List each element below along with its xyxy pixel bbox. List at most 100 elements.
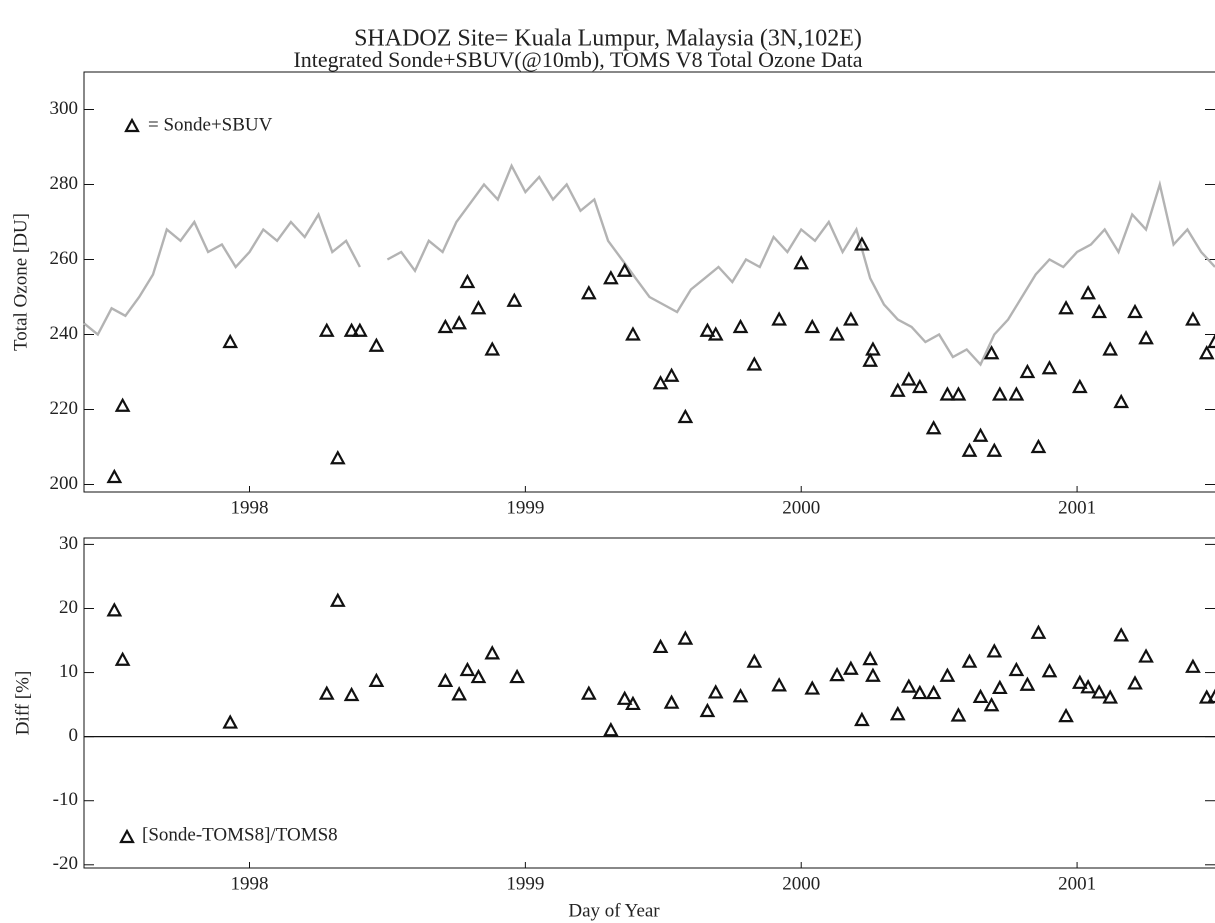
triangle-marker (889, 382, 906, 397)
triangle-marker (1113, 393, 1130, 409)
triangle-marker (854, 236, 870, 251)
triangle-marker (707, 326, 724, 341)
triangle-marker (1008, 386, 1025, 401)
x-tick-label: 1998 (231, 497, 269, 518)
triangle-marker (318, 322, 335, 337)
triangle-marker (911, 684, 928, 700)
triangle-marker (663, 367, 680, 382)
triangle-marker (1058, 707, 1074, 723)
triangle-marker (616, 262, 633, 277)
triangle-marker (939, 386, 956, 401)
triangle-marker (862, 650, 879, 666)
triangle-marker (451, 686, 468, 701)
triangle-marker (114, 651, 131, 666)
triangle-marker (771, 311, 788, 326)
triangle-marker (1138, 329, 1154, 345)
triangle-marker (106, 468, 123, 484)
triangle-marker (352, 322, 368, 337)
triangle-marker (106, 602, 123, 617)
triangle-marker (865, 341, 881, 356)
chart-title: SHADOZ Site= Kuala Lumpur, Malaysia (3N,… (354, 26, 862, 52)
y-tick-label: 300 (50, 98, 79, 119)
triangle-marker (854, 711, 870, 727)
x-axis-title: Day of Year (568, 900, 660, 921)
triangle-marker (829, 326, 845, 341)
triangle-marker (1091, 684, 1107, 699)
triangle-marker (804, 318, 821, 334)
triangle-marker (1091, 303, 1107, 319)
triangle-marker (1127, 675, 1143, 690)
triangle-marker (1071, 674, 1088, 689)
triangle-marker (470, 668, 487, 684)
triangle-marker (1185, 311, 1201, 326)
triangle-marker (961, 442, 978, 457)
y-tick-label: 10 (59, 661, 78, 682)
y-tick-label: -20 (53, 853, 78, 874)
triangle-marker (603, 269, 619, 285)
triangle-marker (900, 678, 917, 693)
triangle-marker (1019, 363, 1036, 379)
triangle-marker (961, 653, 978, 668)
x-tick-label: 2001 (1058, 497, 1096, 518)
legend-marker (119, 828, 135, 844)
triangle-marker (625, 326, 641, 341)
legend-label: [Sonde-TOMS8]/TOMS8 (142, 824, 338, 845)
triangle-marker (484, 645, 501, 660)
triangle-marker (509, 668, 525, 684)
triangle-marker (925, 684, 942, 700)
triangle-marker (986, 442, 1003, 457)
triangle-marker (983, 344, 1000, 360)
triangle-marker (368, 672, 385, 687)
triangle-marker (911, 378, 928, 394)
x-tick-label: 1999 (506, 497, 544, 518)
triangle-marker (318, 685, 335, 700)
triangle-marker (732, 318, 749, 334)
triangle-marker (506, 292, 523, 307)
triangle-marker (1080, 679, 1096, 694)
triangle-marker (1102, 341, 1119, 356)
legend-label: = Sonde+SBUV (148, 114, 273, 135)
triangle-marker (1030, 624, 1047, 639)
triangle-marker (972, 688, 989, 704)
triangle-marker (1041, 359, 1058, 375)
triangle-marker (652, 374, 669, 390)
triangle-marker (652, 638, 669, 654)
triangle-marker (1102, 689, 1119, 704)
triangle-marker (771, 677, 788, 692)
triangle-marker (343, 322, 360, 337)
ozone-line (83, 162, 1215, 367)
y-tick-label: 30 (59, 533, 78, 554)
triangle-marker (580, 685, 597, 700)
triangle-marker (991, 386, 1008, 401)
triangle-marker (986, 643, 1003, 658)
triangle-marker (1198, 344, 1215, 360)
triangle-marker (699, 322, 716, 337)
triangle-marker (1030, 438, 1047, 454)
chart-subtitle: Integrated Sonde+SBUV(@10mb), TOMS V8 To… (293, 47, 862, 72)
triangle-marker (329, 592, 346, 607)
triangle-marker (732, 687, 749, 703)
triangle-marker (1127, 303, 1143, 319)
triangle-marker (865, 667, 881, 682)
triangle-marker (972, 427, 989, 442)
triangle-marker (1113, 627, 1130, 642)
triangle-marker (459, 661, 476, 677)
triangle-marker (983, 696, 1000, 712)
x-tick-label: 1998 (231, 873, 269, 894)
triangle-marker (603, 721, 619, 737)
triangle-marker (616, 690, 633, 705)
y-tick-label: 280 (50, 173, 79, 194)
triangle-marker (1138, 648, 1154, 663)
triangle-marker (437, 318, 454, 334)
triangle-marker (222, 714, 239, 729)
y-axis-title: Total Ozone [DU] (10, 213, 31, 351)
triangle-marker (1058, 299, 1074, 315)
triangle-marker (889, 705, 906, 721)
triangle-marker (484, 341, 501, 356)
triangle-marker (707, 684, 724, 699)
triangle-marker (437, 672, 454, 687)
triangle-marker (804, 680, 821, 695)
y-tick-label: 200 (50, 473, 79, 494)
triangle-marker (368, 337, 385, 352)
